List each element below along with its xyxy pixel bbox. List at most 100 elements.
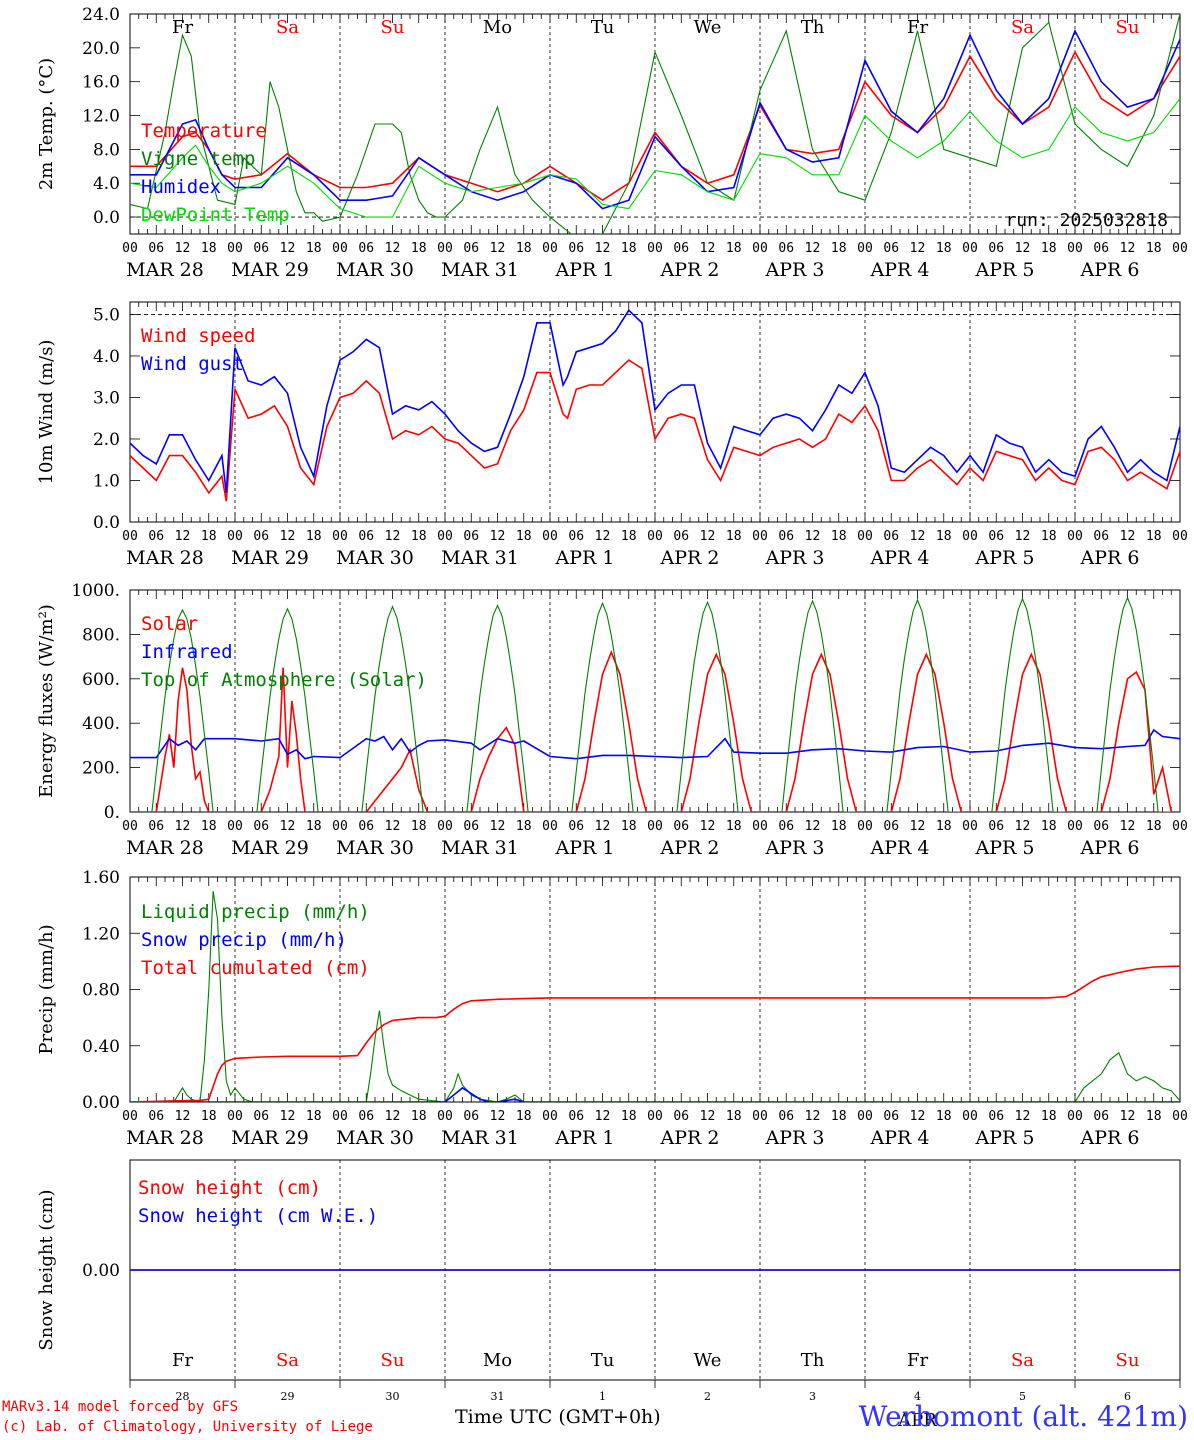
hour-tick-label: 12 (1015, 529, 1031, 544)
y-tick-label: 3.0 (93, 388, 120, 408)
hour-tick-label: 06 (148, 1109, 164, 1124)
hour-tick-label: 12 (700, 819, 716, 834)
hour-tick-label: 06 (988, 819, 1004, 834)
hour-tick-label: 12 (1120, 241, 1136, 256)
hour-tick-label: 12 (805, 241, 821, 256)
hour-tick-label: 00 (962, 819, 978, 834)
hour-tick-label: 12 (595, 529, 611, 544)
hour-tick-label: 06 (778, 819, 794, 834)
date-label: APR 1 (555, 837, 615, 859)
y-tick-label: 1000. (71, 581, 120, 601)
hour-tick-label: 18 (831, 241, 847, 256)
hour-tick-label: 06 (883, 241, 899, 256)
legend-entry: Total cumulated (cm) (141, 957, 370, 979)
legend-entry: Snow precip (mm/h) (141, 929, 347, 951)
hour-tick-label: 00 (647, 819, 663, 834)
hour-tick-label: 00 (752, 819, 768, 834)
y-tick-label: 1.60 (82, 868, 120, 888)
y-axis-label: 2m Temp. (°C) (36, 58, 57, 190)
weekday-label: Th (801, 1350, 825, 1371)
weekday-label: Th (801, 17, 825, 38)
y-tick-label: 4.0 (93, 174, 120, 194)
hour-tick-label: 00 (332, 819, 348, 834)
legend-entry: Top of Atmosphere (Solar) (141, 669, 427, 691)
hour-tick-label: 00 (542, 819, 558, 834)
hour-tick-label: 06 (463, 819, 479, 834)
date-label: APR 1 (555, 1127, 615, 1149)
weekday-label: Mo (483, 1350, 512, 1371)
hour-tick-label: 00 (1067, 529, 1083, 544)
hour-tick-label: 00 (437, 819, 453, 834)
hour-tick-label: 12 (1015, 241, 1031, 256)
weekday-label: Su (381, 17, 405, 38)
date-label: APR 5 (975, 1127, 1035, 1149)
weekday-label: Sa (1011, 1350, 1034, 1371)
hour-tick-label: 18 (411, 529, 427, 544)
hour-tick-label: 12 (490, 529, 506, 544)
date-label: MAR 30 (336, 547, 414, 569)
hour-tick-label: 00 (1172, 1109, 1188, 1124)
y-tick-label: 0.80 (82, 981, 120, 1001)
day-number-label: 30 (386, 1390, 400, 1403)
hour-tick-label: 12 (385, 241, 401, 256)
hour-tick-label: 06 (778, 529, 794, 544)
hour-tick-label: 12 (175, 819, 191, 834)
hour-tick-label: 00 (437, 1109, 453, 1124)
hour-tick-label: 06 (358, 241, 374, 256)
hour-tick-label: 12 (385, 819, 401, 834)
date-label: MAR 29 (231, 547, 309, 569)
weekday-label: Sa (276, 17, 299, 38)
hour-tick-label: 06 (568, 819, 584, 834)
date-label: APR 5 (975, 837, 1035, 859)
hour-tick-label: 06 (1093, 819, 1109, 834)
hour-tick-label: 12 (1120, 819, 1136, 834)
hour-tick-label: 12 (595, 1109, 611, 1124)
hour-tick-label: 06 (673, 529, 689, 544)
hour-tick-label: 00 (122, 1109, 138, 1124)
hour-tick-label: 00 (857, 819, 873, 834)
panel-3: 0. 200. 400. 600. 800. 1000. Energy fluxes (W/… (36, 581, 1188, 859)
series-line (130, 596, 1180, 812)
legend-entry: Snow height (cm) (138, 1177, 321, 1199)
y-tick-label: 2.0 (93, 430, 120, 450)
model-credit: MARv3.14 model forced by GFS (2, 1399, 239, 1415)
hour-tick-label: 00 (1172, 819, 1188, 834)
hour-tick-label: 00 (752, 1109, 768, 1124)
date-label: MAR 28 (126, 259, 204, 281)
hour-tick-label: 18 (516, 1109, 532, 1124)
hour-tick-label: 18 (726, 819, 742, 834)
hour-tick-label: 06 (358, 819, 374, 834)
hour-tick-label: 18 (621, 819, 637, 834)
hour-tick-label: 00 (1172, 241, 1188, 256)
date-label: MAR 31 (441, 547, 519, 569)
date-label: APR 6 (1080, 259, 1140, 281)
day-number-label: 3 (809, 1390, 816, 1403)
hour-tick-label: 12 (175, 1109, 191, 1124)
hour-tick-label: 18 (936, 241, 952, 256)
hour-tick-label: 00 (227, 1109, 243, 1124)
y-tick-label: 4.0 (93, 347, 120, 367)
y-tick-label: 400. (82, 714, 120, 734)
weekday-label: Fr (172, 17, 193, 38)
hour-tick-label: 06 (1093, 529, 1109, 544)
hour-tick-label: 12 (1015, 819, 1031, 834)
panel-4: 0.00 0.40 0.80 1.20 1.60 Precip (mm/h) 00 06 12 1… (36, 868, 1188, 1149)
weekday-label: Su (381, 1350, 405, 1371)
date-label: MAR 28 (126, 837, 204, 859)
y-tick-label: 0.00 (82, 1261, 120, 1281)
hour-tick-label: 12 (490, 819, 506, 834)
date-label: APR 3 (765, 259, 825, 281)
hour-tick-label: 06 (1093, 241, 1109, 256)
hour-tick-label: 12 (280, 819, 296, 834)
hour-tick-label: 18 (306, 241, 322, 256)
hour-tick-label: 06 (568, 529, 584, 544)
hour-tick-label: 18 (726, 529, 742, 544)
station-name: Werbomont (alt. 421m) (858, 1400, 1188, 1433)
date-label: MAR 30 (336, 259, 414, 281)
hour-tick-label: 00 (1067, 819, 1083, 834)
series-line (130, 359, 1180, 502)
panel-1: 0.0 4.0 8.0 12.0 16.0 20.0 24.0 2m Temp. (°C) Fr… (36, 5, 1188, 281)
hour-tick-label: 18 (726, 1109, 742, 1124)
hour-tick-label: 18 (1041, 819, 1057, 834)
